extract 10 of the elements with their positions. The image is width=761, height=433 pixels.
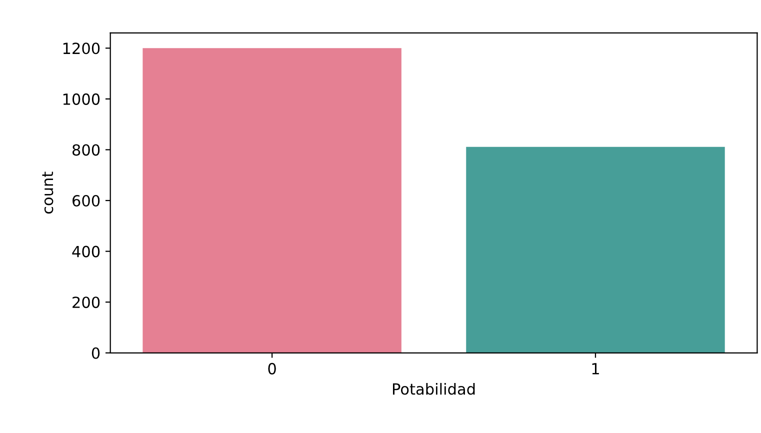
y-tick-label: 1000	[63, 93, 100, 105]
y-tick-label: 1200	[63, 42, 100, 54]
x-tick-label: 1	[592, 363, 599, 374]
y-tick-label: 600	[72, 194, 100, 207]
y-tick-label: 800	[72, 144, 100, 156]
y-tick-label: 200	[72, 296, 100, 308]
y-tick-label: 400	[72, 246, 100, 258]
x-axis-title: Potabilidad	[392, 382, 475, 395]
y-tick-label: 0	[92, 347, 100, 359]
y-axis-title: count	[42, 172, 54, 214]
